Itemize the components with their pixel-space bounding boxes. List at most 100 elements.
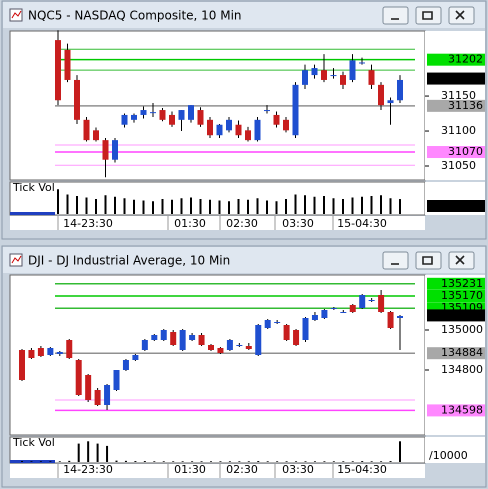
price-marker xyxy=(427,53,485,66)
candle-body xyxy=(245,346,252,349)
candle-body xyxy=(349,305,356,312)
candle-body xyxy=(340,75,346,85)
candle-body xyxy=(264,320,271,328)
volume-bar xyxy=(257,461,260,462)
volume-bar xyxy=(228,461,231,462)
candle-body xyxy=(47,348,54,355)
candle-body xyxy=(387,100,394,104)
volume-bar xyxy=(124,460,127,462)
candle-body xyxy=(368,70,375,85)
candle-body xyxy=(141,340,148,350)
price-marker-label: 31070 xyxy=(448,145,483,158)
volume-bar xyxy=(361,196,363,214)
volume-axis xyxy=(425,437,485,463)
candle-body xyxy=(245,130,251,141)
volume-bar xyxy=(247,199,249,214)
candle-body xyxy=(302,70,308,85)
candle-body xyxy=(170,332,177,345)
candle-body xyxy=(330,308,337,309)
window-title: DJI - DJ Industrial Average, 10 Min xyxy=(28,254,230,268)
volume-bar xyxy=(106,445,109,462)
volume-bar xyxy=(209,199,211,214)
x-tick-label: 15-04:30 xyxy=(337,463,387,476)
candle-body xyxy=(19,350,25,380)
maximize-button[interactable] xyxy=(415,251,442,270)
volume-bar xyxy=(399,199,401,214)
volume-bar xyxy=(39,461,42,462)
x-tick-label: 03:30 xyxy=(282,217,314,230)
volume-bar xyxy=(266,461,269,462)
plot-area xyxy=(9,274,426,436)
minimize-button[interactable] xyxy=(382,251,409,270)
volume-bar xyxy=(152,201,154,214)
volume-pane xyxy=(9,181,426,216)
volume-label: Tick Vol xyxy=(12,436,55,449)
volume-bar xyxy=(276,461,279,462)
candle-body xyxy=(321,310,328,318)
window-icon-glyph xyxy=(11,10,22,19)
volume-bar xyxy=(57,189,59,214)
close-button-glyph xyxy=(455,255,465,265)
window-icon xyxy=(9,8,23,22)
volume-bar xyxy=(199,199,202,214)
volume-bar xyxy=(370,196,373,214)
volume-bar xyxy=(285,199,287,214)
volume-bar xyxy=(228,201,230,214)
candle-body xyxy=(75,360,82,395)
volume-bar xyxy=(342,461,345,462)
chart-window: DJI - DJ Industrial Average, 10 Min 13500… xyxy=(1,245,487,488)
y-tick-label: 134800 xyxy=(441,363,483,376)
x-tick-label: 02:30 xyxy=(226,463,258,476)
volume-bar xyxy=(200,461,203,462)
volume-bar xyxy=(237,199,240,214)
candle-body xyxy=(189,335,196,340)
chart-window: NQC5 - NASDAQ Composite, 10 Min 31150 3110… xyxy=(1,0,487,240)
candle-body xyxy=(122,360,129,370)
candle-body xyxy=(217,348,224,353)
volume-bar xyxy=(361,461,364,462)
volume-bar xyxy=(389,461,392,462)
candle-body xyxy=(197,110,204,125)
candle-body xyxy=(198,335,205,345)
volume-bar xyxy=(295,461,298,462)
candle-body xyxy=(236,345,243,346)
volume-bar xyxy=(332,198,335,214)
x-tick-label: 15-04:30 xyxy=(337,217,387,230)
candle-body xyxy=(188,105,194,120)
volume-bar xyxy=(210,461,212,462)
candle-body xyxy=(283,325,290,340)
window-icon xyxy=(9,253,23,267)
volume-bar xyxy=(342,199,344,214)
candle-body xyxy=(226,119,232,131)
y-tick-label: 31050 xyxy=(441,159,476,172)
candle-body xyxy=(85,375,92,400)
minimize-button[interactable] xyxy=(382,6,409,25)
volume-bar xyxy=(256,198,259,214)
volume-bar xyxy=(30,461,33,462)
volume-bar xyxy=(49,461,52,462)
volume-unit: /10000 xyxy=(429,449,468,462)
x-tick-label: 03:30 xyxy=(282,463,314,476)
volume-bar xyxy=(96,443,99,462)
volume-bar xyxy=(285,461,288,462)
candle-body xyxy=(302,318,309,340)
candle-body xyxy=(55,40,61,101)
candle-body xyxy=(121,114,128,125)
candle-body xyxy=(102,140,109,160)
price-marker xyxy=(427,277,485,290)
price-marker-label: 31175 xyxy=(448,72,483,85)
price-marker-label: 134884 xyxy=(441,346,483,359)
candle-body xyxy=(264,110,270,112)
candle-body xyxy=(74,79,80,120)
candle-body xyxy=(216,124,223,136)
volume-bar xyxy=(323,196,325,214)
volume-bar xyxy=(399,441,401,462)
candle-body xyxy=(292,84,299,136)
candle-body xyxy=(169,114,175,125)
maximize-button[interactable] xyxy=(415,6,442,25)
volume-bar xyxy=(180,198,183,214)
candle-body xyxy=(112,140,118,160)
volume-bar xyxy=(76,196,78,214)
